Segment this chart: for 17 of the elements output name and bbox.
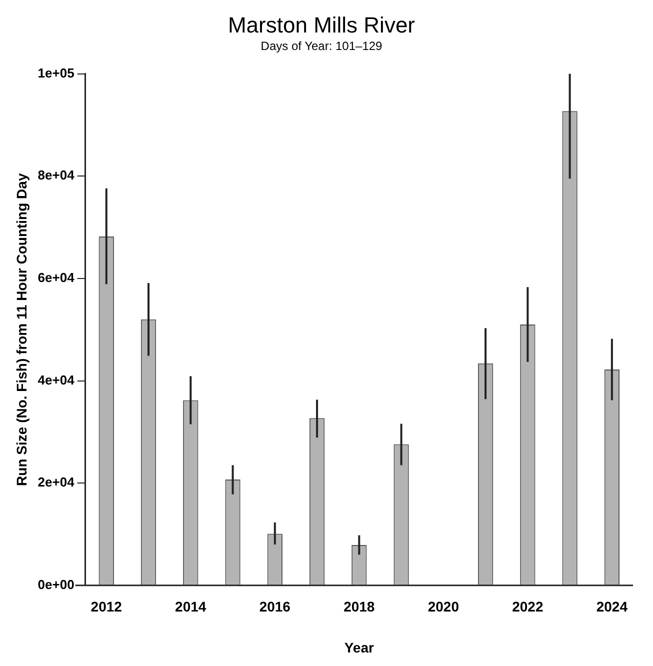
x-tick-label: 2020 — [428, 598, 460, 615]
y-tick-label: 1e+05 — [38, 65, 74, 80]
y-tick-label: 8e+04 — [38, 168, 76, 183]
x-axis-title: Year — [344, 639, 374, 656]
y-tick-label: 6e+04 — [38, 270, 76, 286]
x-tick-label: 2016 — [259, 598, 291, 615]
x-tick-label: 2018 — [344, 598, 375, 615]
y-tick-label: 2e+04 — [38, 474, 76, 490]
chart-title: Marston Mills River — [228, 12, 416, 38]
y-tick-label: 0e+00 — [38, 576, 74, 592]
x-tick-label: 2012 — [90, 598, 122, 615]
y-tick-label: 4e+04 — [38, 372, 76, 388]
y-axis-title: Run Size (No. Fish) from 11 Hour Counting Day — [13, 173, 30, 486]
x-tick-label: 2024 — [596, 598, 628, 615]
chart-subtitle: Days of Year: 101–129 — [260, 38, 383, 53]
x-tick-label: 2022 — [512, 598, 544, 615]
x-tick-label: 2014 — [175, 598, 206, 615]
